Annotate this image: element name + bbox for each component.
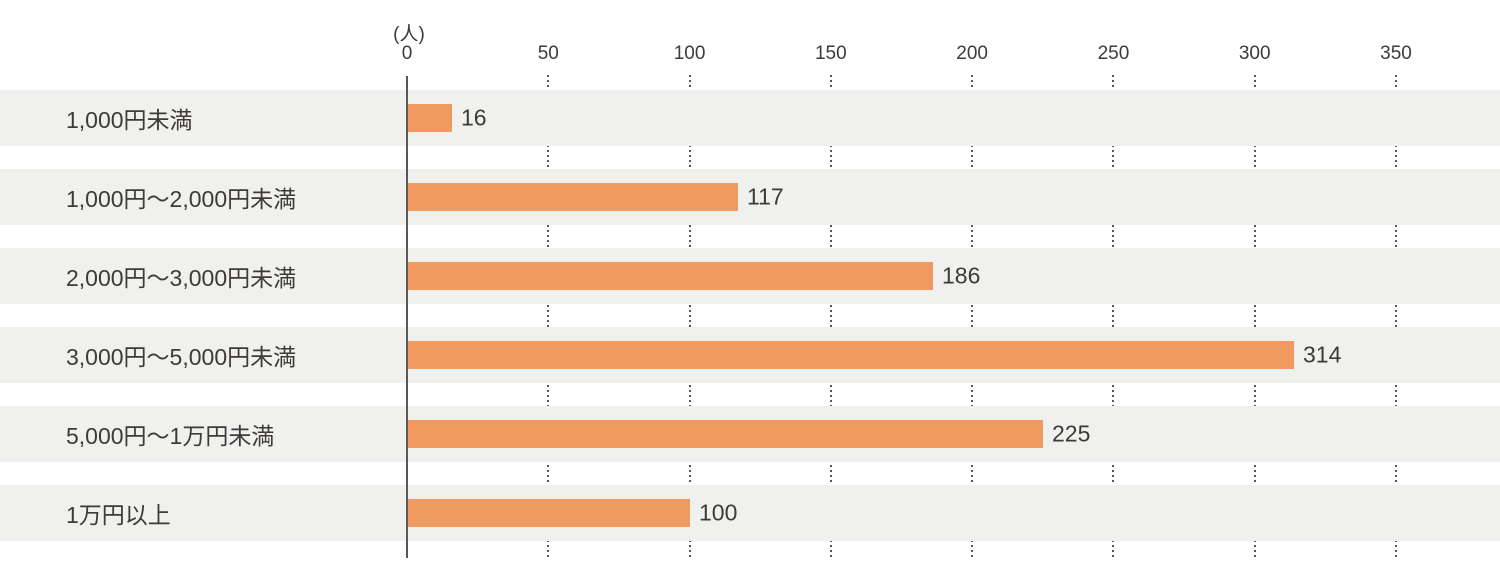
category-label: 3,000円〜5,000円未満 xyxy=(66,344,297,370)
x-tick-label: 150 xyxy=(814,43,847,64)
bar-value: 225 xyxy=(1052,420,1091,447)
x-tick-label: 100 xyxy=(673,43,706,64)
bar-value: 16 xyxy=(461,104,487,131)
y-axis-line xyxy=(406,76,408,558)
bar xyxy=(407,104,452,132)
gridline xyxy=(1112,75,1115,557)
gridline xyxy=(1395,75,1397,557)
x-tick-label: 0 xyxy=(401,43,413,64)
gridline xyxy=(688,75,691,557)
chart-row: 3,000円〜5,000円未満 314 xyxy=(0,327,1500,383)
category-label: 1,000円〜2,000円未満 xyxy=(66,186,297,212)
x-tick-label: 300 xyxy=(1238,43,1271,64)
x-tick-label: 250 xyxy=(1097,43,1130,64)
bar xyxy=(407,183,738,211)
gridline xyxy=(829,75,832,557)
bar xyxy=(407,341,1294,369)
category-label: 5,000円〜1万円未満 xyxy=(66,423,275,449)
bar xyxy=(407,262,933,290)
category-label: 1,000円未満 xyxy=(66,107,193,133)
gridline xyxy=(547,75,550,557)
bar-value: 117 xyxy=(747,183,784,210)
bar xyxy=(407,420,1043,448)
axis-unit-label: (人) xyxy=(393,24,425,45)
bar xyxy=(407,499,690,527)
chart-row: 5,000円〜1万円未満 225 xyxy=(0,406,1500,462)
x-tick-label: 350 xyxy=(1380,43,1412,64)
chart-row: 2,000円〜3,000円未満 186 xyxy=(0,248,1500,304)
gridline xyxy=(971,75,974,557)
x-tick-label: 200 xyxy=(956,43,988,64)
x-tick-label: 50 xyxy=(537,43,559,64)
bar-value: 314 xyxy=(1303,341,1342,368)
category-label: 1万円以上 xyxy=(66,502,171,528)
chart-row: 1,000円未満 16 xyxy=(0,90,1500,146)
chart-row: 1,000円〜2,000円未満 117 xyxy=(0,169,1500,225)
chart-row: 1万円以上 100 xyxy=(0,485,1500,541)
gridline xyxy=(1253,75,1256,557)
category-label: 2,000円〜3,000円未満 xyxy=(66,265,297,291)
bar-value: 100 xyxy=(699,499,738,526)
bar-value: 186 xyxy=(942,262,981,289)
